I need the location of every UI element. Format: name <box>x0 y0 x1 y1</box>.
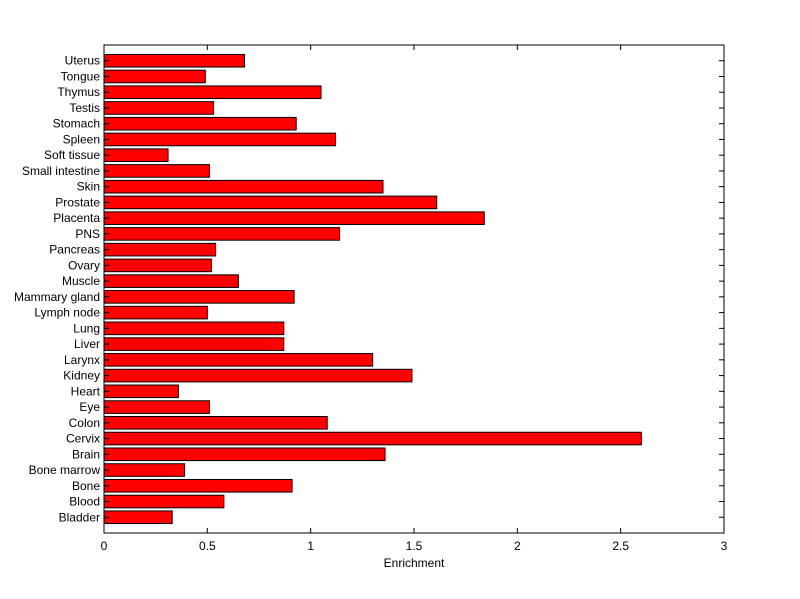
category-label: Cervix <box>66 432 100 446</box>
category-label: Bone marrow <box>29 463 101 477</box>
category-label: Small intestine <box>22 164 100 178</box>
category-label: Stomach <box>53 117 100 131</box>
bar-small-intestine <box>103 164 210 178</box>
category-label: Thymus <box>57 85 100 99</box>
bar-skin <box>103 179 384 194</box>
plot-frame <box>103 44 725 534</box>
x-tick-label: 2.5 <box>612 539 629 553</box>
category-label: Spleen <box>63 132 100 146</box>
bar-testis <box>103 101 215 115</box>
bar-blood <box>103 494 225 509</box>
bar-ovary <box>103 258 212 273</box>
bar-cervix <box>103 431 642 446</box>
category-label: Soft tissue <box>44 148 100 162</box>
x-tick-label: 2 <box>514 539 521 553</box>
category-label: Heart <box>71 384 101 398</box>
category-label: Lung <box>73 321 100 335</box>
tick-marks <box>103 45 725 533</box>
category-label: Prostate <box>55 195 100 209</box>
category-label: Uterus <box>65 54 100 68</box>
category-label: Bladder <box>59 510 100 524</box>
bar-eye <box>103 400 210 414</box>
x-tick-labels: 0 0.5 1 1.5 2 2.5 3 <box>101 539 728 553</box>
category-label: Eye <box>79 400 100 414</box>
bar-heart <box>103 384 179 399</box>
category-label: Muscle <box>62 274 100 288</box>
bar-pancreas <box>103 242 217 257</box>
category-label: Tongue <box>61 69 101 83</box>
bar-mammary-gland <box>103 290 295 304</box>
bar-muscle <box>103 274 239 288</box>
x-tick-label: 1.5 <box>406 539 423 553</box>
bar-prostate <box>103 195 438 210</box>
category-label: PNS <box>75 227 100 241</box>
bar-placenta <box>103 211 485 225</box>
bar-bladder <box>103 510 173 525</box>
category-label: Pancreas <box>49 243 100 257</box>
category-label: Lymph node <box>34 306 100 320</box>
bar-brain <box>103 447 386 462</box>
bar-pns <box>103 227 341 241</box>
x-tick-label: 1 <box>307 539 314 553</box>
x-tick-label: 0.5 <box>199 539 216 553</box>
bar-tongue <box>103 69 206 84</box>
x-axis-title: Enrichment <box>384 556 445 570</box>
bar-lung <box>103 321 285 336</box>
category-label: Placenta <box>53 211 100 225</box>
category-label: Brain <box>72 447 100 461</box>
category-label: Colon <box>69 416 100 430</box>
bar-soft-tissue <box>103 148 169 162</box>
category-label: Kidney <box>63 369 100 383</box>
x-tick-label: 0 <box>101 539 108 553</box>
category-label: Skin <box>77 180 100 194</box>
category-label: Larynx <box>64 353 100 367</box>
bar-bone-marrow <box>103 463 186 477</box>
category-label: Testis <box>69 101 100 115</box>
category-label: Ovary <box>68 258 100 272</box>
x-tick-label: 3 <box>721 539 728 553</box>
bar-larynx <box>103 353 374 367</box>
bar-stomach <box>103 116 297 131</box>
category-label: Bone <box>72 479 100 493</box>
bar-lymph-node <box>103 305 208 320</box>
bar-colon <box>103 416 328 430</box>
bar-liver <box>103 337 285 351</box>
bar-uterus <box>103 53 246 68</box>
category-label: Blood <box>69 495 100 509</box>
category-label: Liver <box>74 337 100 351</box>
category-label: Mammary gland <box>14 290 100 304</box>
bar-bone <box>103 478 293 493</box>
bar-spleen <box>103 132 336 147</box>
bar-thymus <box>103 85 322 100</box>
bar-kidney <box>103 368 413 383</box>
